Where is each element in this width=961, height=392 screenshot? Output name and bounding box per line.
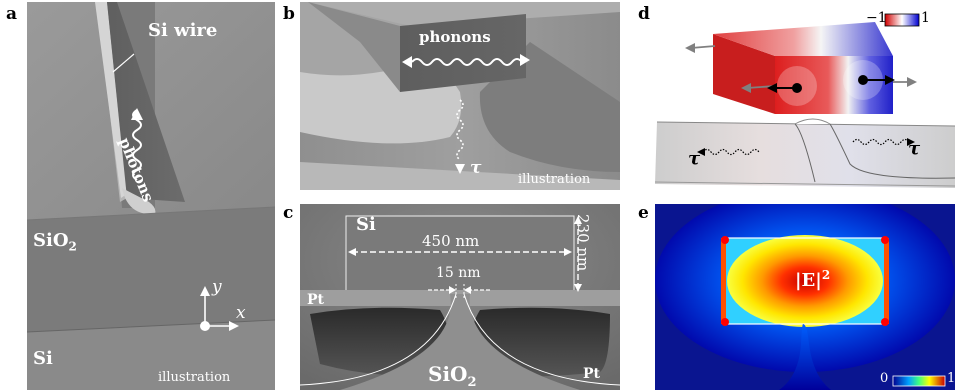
tau-label-b: τ — [470, 158, 482, 178]
panel-b-letter: b — [283, 4, 295, 24]
sio2-label: SiO2 — [33, 230, 77, 254]
si-wire-label: Si wire — [148, 20, 218, 41]
si-substrate-label: Si — [33, 348, 53, 369]
panel-b-illustration — [300, 2, 620, 190]
sio2-subscript: 2 — [68, 239, 77, 254]
si-label-c: Si — [356, 214, 376, 235]
tau-label-d-right: τ — [908, 138, 921, 159]
panel-c-sem-image — [300, 204, 620, 390]
field-label-sup: 2 — [821, 268, 831, 282]
pt-label-left: Pt — [307, 292, 324, 308]
sio2-label-c: SiO2 — [428, 362, 477, 390]
pt-label-right: Pt — [583, 366, 600, 382]
panel-e-field-map — [655, 204, 955, 390]
panel-a-letter: a — [6, 4, 18, 24]
colorbar-e-max: 1 — [947, 371, 956, 386]
illustration-caption-a: illustration — [158, 370, 231, 385]
panel-d-illustration — [655, 13, 955, 188]
height-dimension: 230 nm — [574, 214, 592, 272]
width-dimension: 450 nm — [422, 232, 480, 250]
sio2-text: SiO — [33, 230, 69, 251]
colorbar-e-min: 0 — [880, 371, 889, 386]
panel-d-letter: d — [638, 4, 650, 24]
gap-dimension: 15 nm — [436, 265, 481, 281]
axis-y-label: y — [212, 277, 222, 297]
axis-x-label: x — [236, 303, 246, 323]
panel-a-illustration — [27, 2, 275, 390]
tau-label-d-left: τ — [688, 148, 701, 169]
sio2-subscript-c: 2 — [467, 375, 477, 390]
panel-e-letter: e — [638, 203, 649, 223]
field-label-text: |E| — [795, 270, 822, 291]
field-intensity-label: |E|2 — [795, 268, 830, 291]
illustration-caption-b: illustration — [518, 172, 591, 187]
colorbar-d-max: 1 — [921, 10, 930, 26]
phonons-label: phonons — [419, 28, 491, 46]
sio2-text-c: SiO — [428, 362, 468, 386]
colorbar-d-min: −1 — [866, 10, 887, 26]
panel-c-letter: c — [283, 203, 294, 223]
